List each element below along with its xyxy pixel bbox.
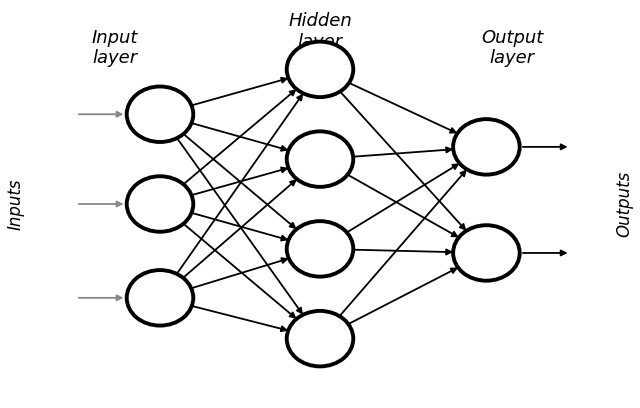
Ellipse shape: [127, 176, 193, 232]
Text: Output
layer: Output layer: [481, 29, 543, 67]
Text: Input
layer: Input layer: [92, 29, 138, 67]
Text: Outputs: Outputs: [615, 171, 633, 237]
Text: Hidden
layer: Hidden layer: [288, 12, 352, 51]
Ellipse shape: [127, 270, 193, 326]
Ellipse shape: [127, 86, 193, 142]
Ellipse shape: [453, 119, 520, 175]
Ellipse shape: [287, 42, 353, 97]
Text: Inputs: Inputs: [7, 178, 25, 230]
Ellipse shape: [453, 225, 520, 281]
Ellipse shape: [287, 311, 353, 366]
Ellipse shape: [287, 131, 353, 187]
Ellipse shape: [287, 221, 353, 277]
